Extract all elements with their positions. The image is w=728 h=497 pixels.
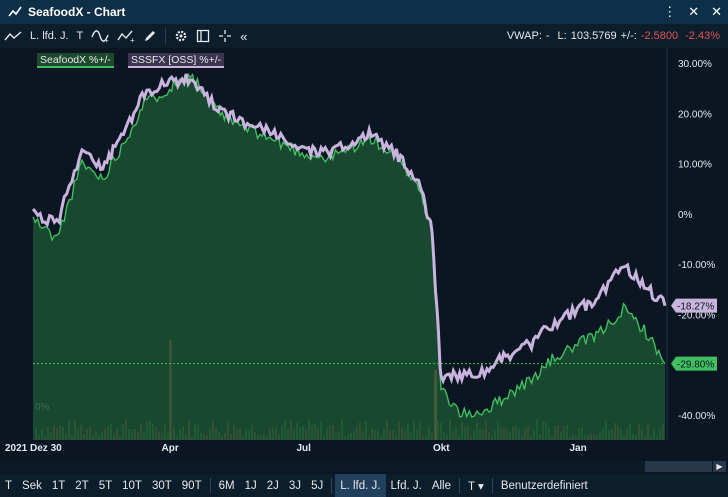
compare-button[interactable]: + bbox=[113, 24, 139, 48]
settings-button[interactable] bbox=[170, 24, 192, 48]
period-button-6m[interactable]: 6M bbox=[218, 479, 235, 492]
period-button-lfd-j[interactable]: Lfd. J. bbox=[390, 479, 422, 492]
period-separator bbox=[209, 478, 211, 493]
title-bar: SeafoodX - Chart ⋮ ✕ ✕ bbox=[0, 0, 728, 24]
period-button-1t[interactable]: 1T bbox=[51, 479, 66, 492]
period-button-sek[interactable]: Sek bbox=[22, 479, 42, 492]
y-tick-label: -20.00% bbox=[678, 310, 715, 321]
quote-bar: VWAP: - L: 103.5769 +/-: -2.5800 -2.43% bbox=[507, 24, 720, 48]
toolbar-separator bbox=[165, 28, 167, 44]
indicator-button[interactable]: + bbox=[87, 24, 113, 48]
draw-button[interactable] bbox=[139, 24, 161, 48]
pencil-icon bbox=[145, 31, 156, 41]
x-tick-label: Jul bbox=[296, 443, 311, 454]
crosshair-icon bbox=[219, 30, 232, 42]
change-label: +/-: bbox=[620, 30, 637, 42]
period-button-5t[interactable]: 5T bbox=[98, 479, 113, 492]
period-button-10t[interactable]: 10T bbox=[122, 479, 142, 492]
period-button-3j[interactable]: 3J bbox=[288, 479, 302, 492]
series2-last-tag: -18.27% bbox=[677, 302, 714, 313]
y-tick-label: -40.00% bbox=[678, 411, 715, 422]
scrollbar[interactable]: ▶ bbox=[0, 459, 728, 474]
period-button-l-lfd-j[interactable]: L. lfd. J. bbox=[335, 474, 386, 497]
legend-series1[interactable]: SeafoodX %+/- bbox=[37, 53, 114, 68]
line-chart-icon bbox=[4, 31, 22, 41]
indicator-icon: + bbox=[91, 30, 109, 43]
series1-line bbox=[32, 73, 666, 419]
series1-last-tag-shape bbox=[671, 356, 717, 371]
close-icon[interactable]: ✕ bbox=[711, 4, 722, 19]
chart-plot-area[interactable]: 30.00%20.00%10.00%0%-10.00%-20.00%-30.00… bbox=[0, 48, 728, 440]
scrollbar-thumb[interactable] bbox=[645, 461, 712, 472]
period-button-2j[interactable]: 2J bbox=[266, 479, 279, 492]
period-button-t[interactable]: T ▾ bbox=[468, 480, 484, 493]
x-tick-label: Okt bbox=[432, 443, 450, 454]
period-button-alle[interactable]: Alle bbox=[431, 479, 452, 492]
gear-icon bbox=[175, 30, 187, 42]
chart-type-button[interactable] bbox=[0, 24, 26, 48]
panel-icon bbox=[197, 29, 210, 43]
y-tick-label: -10.00% bbox=[678, 260, 715, 271]
double-chevron-left-icon: « bbox=[240, 28, 248, 44]
collapse-button[interactable]: « bbox=[236, 24, 251, 48]
svg-text:+: + bbox=[104, 36, 109, 43]
y-tick-label: 20.00% bbox=[678, 109, 712, 120]
unlink-icon[interactable]: ✕ bbox=[688, 4, 700, 19]
series2-last-tag-shape bbox=[671, 298, 717, 313]
period-bar: T Sek 1T 2T 5T 10T 30T 90T 6M 1J 2J 3J 5J L. lfd. J. L… bbox=[0, 474, 728, 497]
period-button-5j[interactable]: 5J bbox=[311, 479, 324, 492]
period-button-1j[interactable]: 1J bbox=[244, 479, 257, 492]
y-tick-label: 0% bbox=[678, 210, 693, 221]
vwap-label: VWAP: bbox=[506, 30, 542, 42]
period-separator bbox=[459, 478, 461, 493]
x-tick-label: Apr bbox=[161, 443, 179, 454]
compare-icon: + bbox=[117, 30, 135, 43]
legend-series2[interactable]: SSSFX [OSS] %+/- bbox=[128, 53, 225, 68]
window-title: SeafoodX - Chart bbox=[28, 5, 126, 19]
change-value: -2.5800 bbox=[640, 30, 679, 42]
period-button-30t[interactable]: 30T bbox=[151, 479, 172, 492]
y-tick-label: 30.00% bbox=[678, 59, 712, 70]
chart-toolbar: L. lfd. J. T + + « bbox=[0, 24, 728, 48]
y-tick-label: 10.00% bbox=[678, 160, 712, 171]
scroll-right-button[interactable]: ▶ bbox=[713, 461, 726, 472]
interval-selector[interactable]: T bbox=[76, 30, 84, 42]
crosshair-button[interactable] bbox=[214, 24, 236, 48]
series1-last-tag: -29.80% bbox=[677, 360, 714, 371]
svg-text:+: + bbox=[130, 36, 135, 43]
change-pct: -2.43% bbox=[685, 30, 720, 42]
period-button-benutzerdefiniert[interactable]: Benutzerdefiniert bbox=[500, 479, 588, 492]
last-label: L: bbox=[557, 30, 567, 42]
period-selector[interactable]: L. lfd. J. bbox=[30, 30, 69, 42]
period-separator bbox=[491, 478, 493, 493]
last-value: 103.5769 bbox=[570, 30, 617, 42]
layout-button[interactable] bbox=[192, 24, 214, 48]
period-separator bbox=[331, 478, 333, 493]
chart-app-icon bbox=[8, 6, 22, 17]
chart-svg: 30.00%20.00%10.00%0%-10.00%-20.00%-30.00… bbox=[0, 48, 728, 440]
vwap-value: - bbox=[545, 30, 550, 42]
period-button-90t[interactable]: 90T bbox=[181, 479, 202, 492]
x-tick-label: 2021 Dez 30 bbox=[5, 443, 62, 454]
series2-line bbox=[31, 73, 667, 385]
series1-area bbox=[33, 74, 665, 440]
scrollbar-track bbox=[0, 461, 712, 472]
x-tick-label: Jan bbox=[569, 443, 587, 454]
period-button-2t[interactable]: 2T bbox=[75, 479, 89, 492]
more-menu-icon[interactable]: ⋮ bbox=[663, 4, 677, 19]
x-axis: 2021 Dez 30 Apr Jul Okt Jan bbox=[0, 440, 728, 458]
period-button-t[interactable]: T bbox=[5, 479, 13, 492]
